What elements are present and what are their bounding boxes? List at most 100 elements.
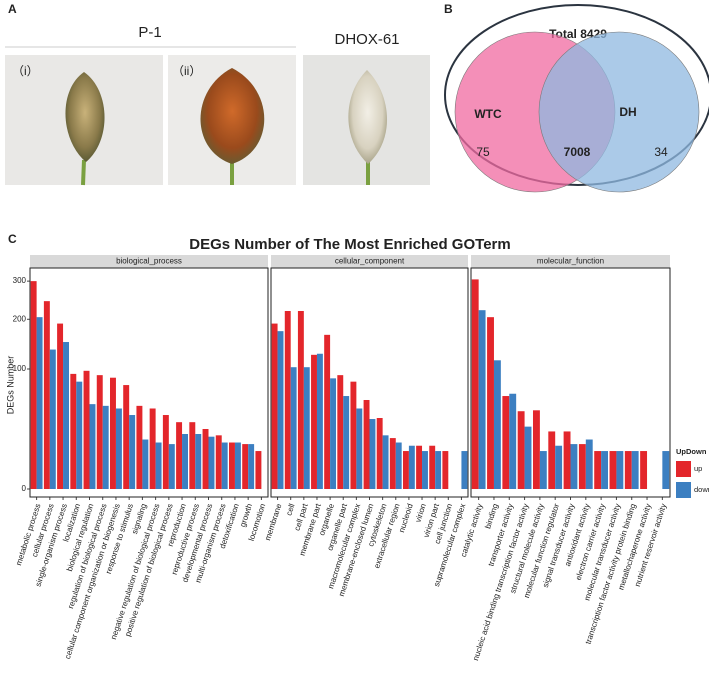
bar: [242, 444, 249, 489]
panel-border: [470, 267, 671, 498]
bar: [343, 396, 350, 489]
bar: [555, 445, 563, 489]
bar: [376, 418, 383, 489]
bar: [277, 331, 284, 489]
bar: [215, 435, 222, 489]
bar: [382, 435, 389, 489]
bar: [89, 404, 96, 489]
bar: [408, 445, 415, 489]
y-tick-label: 100: [13, 364, 27, 373]
bar: [539, 451, 547, 489]
legend-swatch: [676, 482, 691, 498]
bar: [76, 381, 83, 489]
bar: [624, 451, 632, 489]
bar: [149, 408, 156, 489]
bar: [363, 399, 370, 489]
venn-outline: [444, 4, 709, 186]
bar: [208, 436, 215, 489]
bar: [255, 451, 262, 489]
bar: [284, 310, 291, 489]
venn-set: [538, 31, 700, 193]
bar: [162, 415, 169, 489]
stem: [81, 159, 86, 186]
photo-label: DHOX-61: [334, 31, 399, 48]
bar: [49, 349, 56, 489]
legend-label: down: [694, 485, 709, 494]
bar: [123, 385, 130, 489]
bar: [168, 444, 175, 489]
bar: [570, 444, 578, 489]
panel-label: A: [8, 2, 17, 16]
bar: [631, 451, 639, 489]
bar: [532, 410, 540, 489]
bar: [429, 445, 436, 489]
panel-border: [270, 267, 469, 498]
bar: [389, 438, 396, 489]
bar: [63, 342, 70, 489]
bar: [271, 323, 278, 489]
x-tick-label: binding: [483, 502, 500, 529]
bar: [228, 442, 235, 489]
bar: [142, 439, 149, 489]
panel-label: C: [8, 232, 17, 246]
pod: [200, 68, 265, 164]
bar: [356, 408, 363, 489]
bar: [195, 434, 202, 489]
bar: [189, 422, 196, 489]
bar: [290, 367, 297, 489]
venn-count: 34: [654, 145, 668, 159]
bar: [109, 377, 116, 489]
bar: [517, 411, 525, 489]
bar: [609, 451, 617, 489]
panel-label: B: [444, 2, 453, 16]
pod: [65, 72, 105, 162]
bar: [324, 334, 331, 489]
venn-count: 75: [476, 145, 490, 159]
strip: [271, 255, 468, 268]
bar: [337, 375, 344, 489]
venn-set-label: WTC: [474, 107, 502, 121]
bar: [136, 405, 143, 489]
bar: [96, 375, 103, 489]
bar: [129, 415, 136, 489]
bar: [234, 442, 241, 489]
bar: [221, 442, 228, 489]
bar: [585, 439, 593, 489]
photo-sublabel: （ii）: [172, 64, 201, 78]
bar: [461, 451, 468, 489]
bar: [416, 445, 423, 489]
legend-label: up: [694, 464, 702, 473]
y-tick-label: 0: [22, 484, 27, 493]
bar: [640, 451, 648, 489]
bar: [616, 451, 624, 489]
bar: [43, 301, 50, 489]
bar: [70, 373, 77, 489]
bar: [350, 381, 357, 489]
bar: [524, 426, 532, 489]
bar: [471, 279, 479, 489]
bar: [36, 317, 43, 489]
x-tick-label: cell: [284, 502, 296, 516]
bar: [316, 353, 323, 489]
legend-swatch: [676, 461, 691, 477]
bar: [369, 419, 376, 489]
bar: [297, 310, 304, 489]
photo-group-label: P-1: [138, 24, 161, 41]
bar: [248, 444, 255, 489]
bar: [563, 431, 571, 489]
pod: [348, 70, 388, 164]
bar: [435, 451, 442, 489]
bar: [478, 310, 486, 489]
venn-set-label: DH: [619, 105, 636, 119]
chart-title: DEGs Number of The Most Enriched GOTerm: [189, 236, 510, 253]
strip: [471, 255, 670, 268]
bar: [509, 393, 517, 489]
bar: [578, 444, 586, 489]
venn-count: 7008: [564, 145, 591, 159]
bar: [548, 431, 556, 489]
bar: [202, 428, 209, 489]
photo-sublabel: （i）: [12, 64, 39, 78]
bar: [330, 378, 337, 489]
y-tick-label: 300: [13, 276, 27, 285]
